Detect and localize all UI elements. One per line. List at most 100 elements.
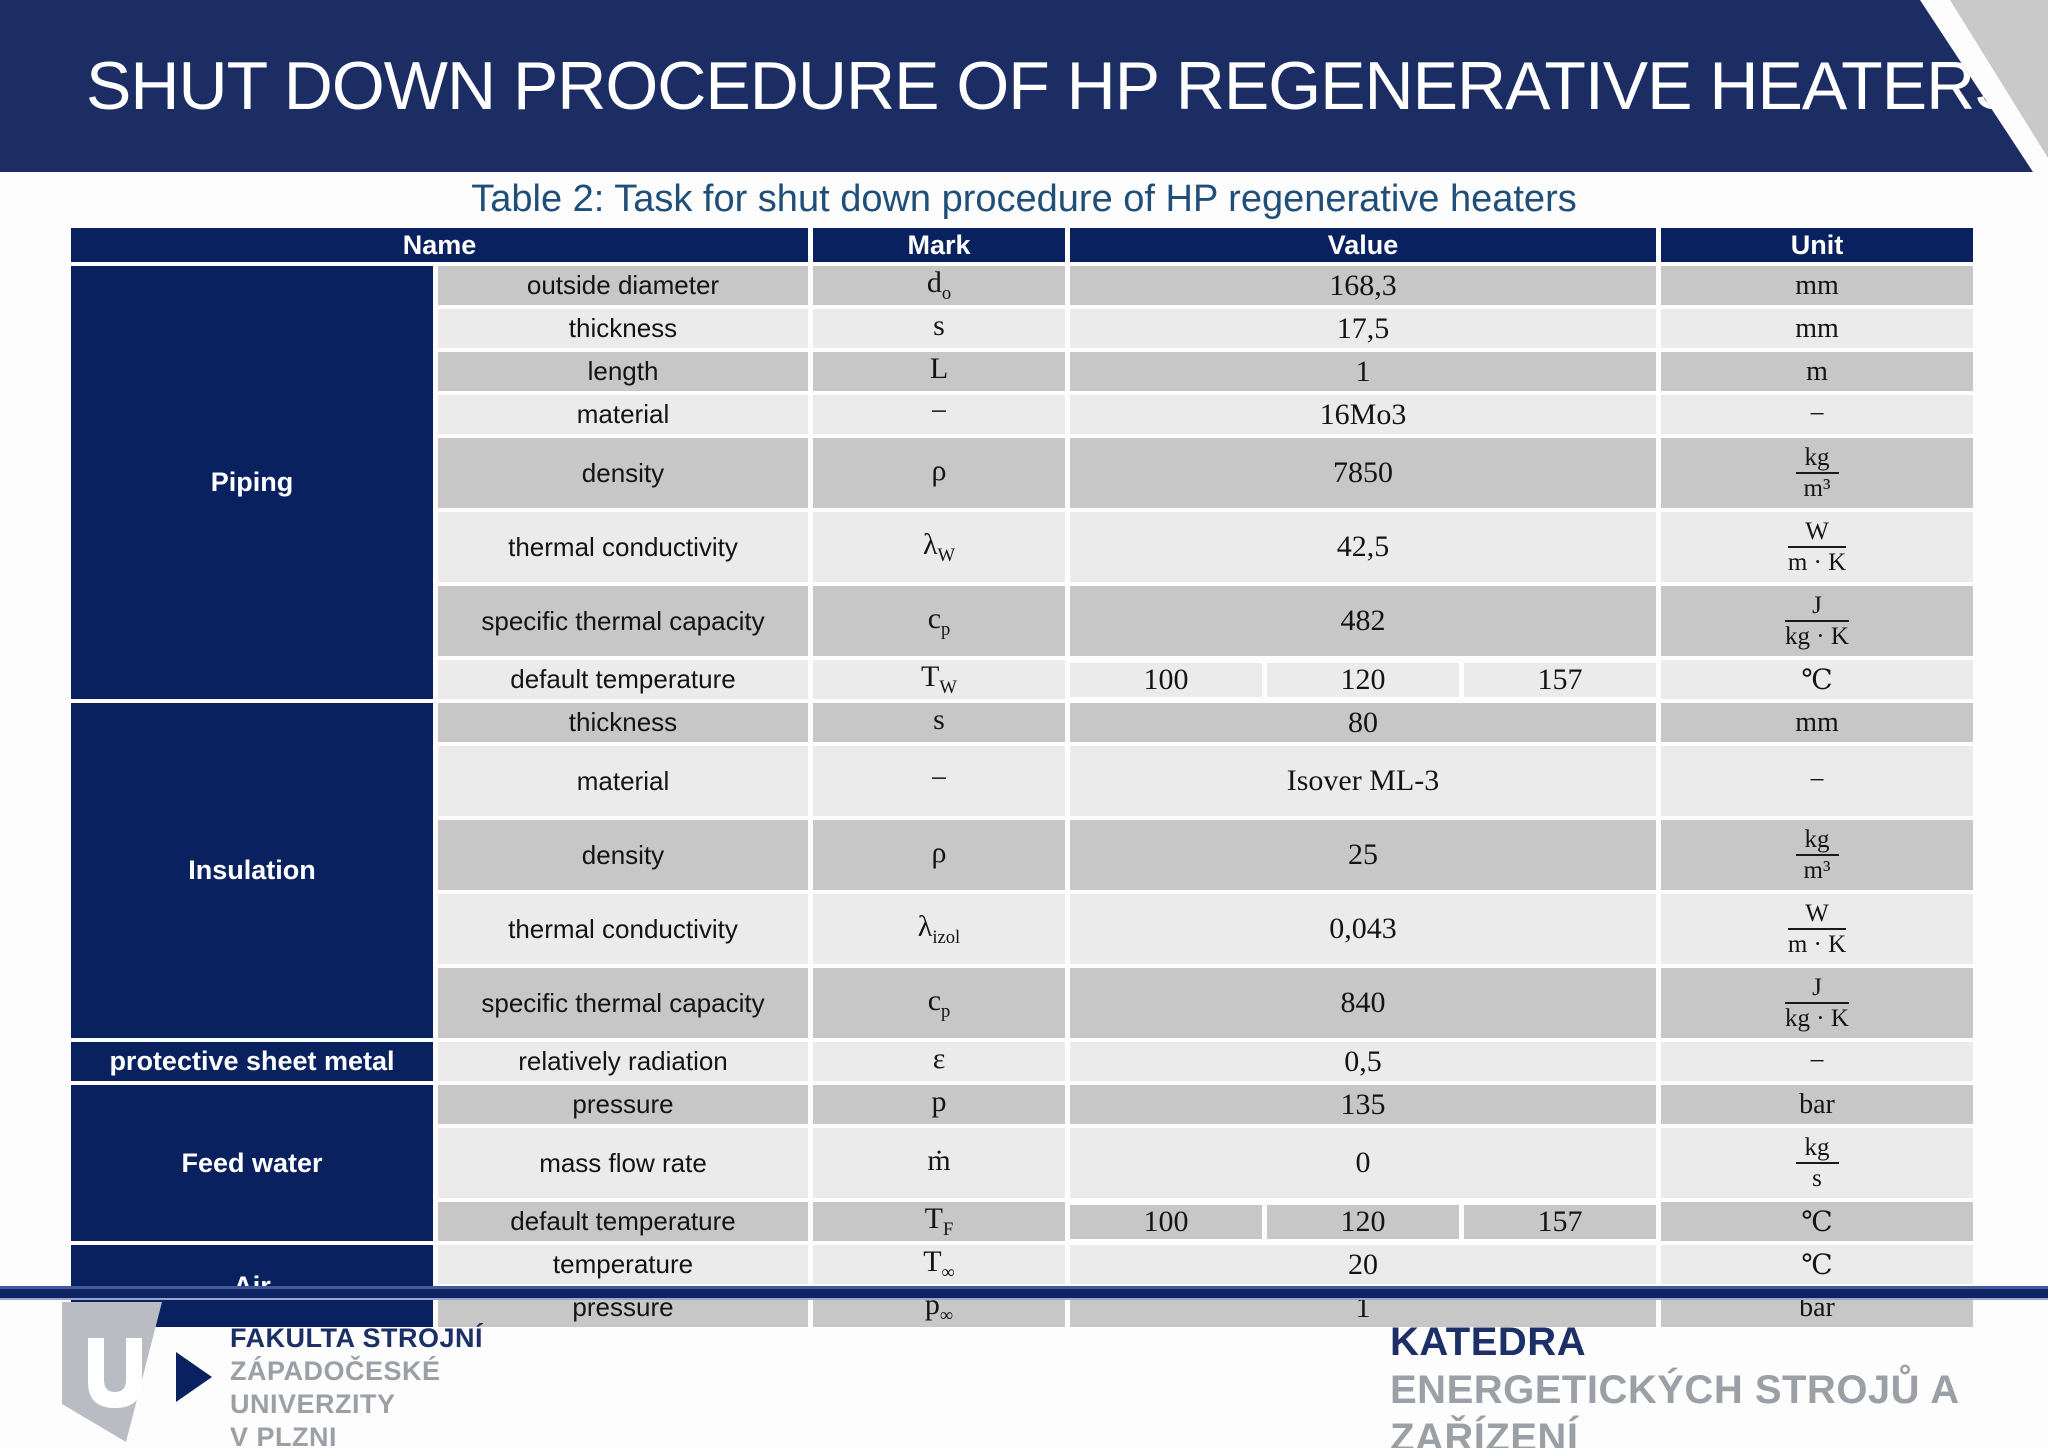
unit-cell: − xyxy=(1661,1042,1973,1081)
department-label: KATEDRA xyxy=(1390,1320,1587,1364)
mark-cell: TW xyxy=(813,660,1065,699)
param-cell: thickness xyxy=(438,703,808,742)
mark-cell: λW xyxy=(813,512,1065,582)
col-header-unit: Unit xyxy=(1661,228,1973,262)
value-cell: 0 xyxy=(1070,1128,1656,1198)
param-cell: density xyxy=(438,820,808,890)
mark-cell: cp xyxy=(813,586,1065,656)
table-row: density ρ 25 kg m³ xyxy=(71,820,1973,890)
param-cell: length xyxy=(438,352,808,391)
footer: FAKULTA STROJNÍ ZÁPADOČESKÉ UNIVERZITY V… xyxy=(0,1300,2048,1448)
param-cell: mass flow rate xyxy=(438,1128,808,1198)
value-cell: 80 xyxy=(1070,703,1656,742)
logo-arrow-icon xyxy=(176,1352,212,1402)
value-cell: 168,3 xyxy=(1070,266,1656,305)
unit-cell: m xyxy=(1661,352,1973,391)
param-cell: thermal conductivity xyxy=(438,894,808,964)
param-cell: density xyxy=(438,438,808,508)
university-line: ZÁPADOČESKÉ xyxy=(230,1356,441,1386)
mark-cell: ρ xyxy=(813,438,1065,508)
col-header-mark: Mark xyxy=(813,228,1065,262)
unit-cell: mm xyxy=(1661,309,1973,348)
col-header-value: Value xyxy=(1070,228,1656,262)
unit-cell: mm xyxy=(1661,703,1973,742)
value-cell: 7850 xyxy=(1070,438,1656,508)
value-cell-split: 100 120 157 xyxy=(1070,660,1656,699)
param-cell: default temperature xyxy=(438,660,808,699)
value-subcell: 157 xyxy=(1464,1204,1656,1239)
mark-cell: − xyxy=(813,395,1065,434)
unit-cell: ℃ xyxy=(1661,1245,1973,1284)
table-row: material − Isover ML-3 − xyxy=(71,746,1973,816)
mark-cell: − xyxy=(813,746,1065,816)
param-cell: material xyxy=(438,395,808,434)
table-row: density ρ 7850 kg m³ xyxy=(71,438,1973,508)
value-cell: Isover ML-3 xyxy=(1070,746,1656,816)
param-cell: specific thermal capacity xyxy=(438,968,808,1038)
param-cell: thermal conductivity xyxy=(438,512,808,582)
param-cell: default temperature xyxy=(438,1202,808,1241)
mark-cell: L xyxy=(813,352,1065,391)
mark-cell: ρ xyxy=(813,820,1065,890)
unit-cell: bar xyxy=(1661,1085,1973,1124)
table-caption: Table 2: Task for shut down procedure of… xyxy=(471,178,1577,220)
mark-cell: cp xyxy=(813,968,1065,1038)
department-block: KATEDRA ENERGETICKÝCH STROJŮ A ZAŘÍZENÍ xyxy=(1390,1318,2048,1448)
table-row: mass flow rate ṁ 0 kg s xyxy=(71,1128,1973,1198)
param-cell: outside diameter xyxy=(438,266,808,305)
faculty-block: FAKULTA STROJNÍ ZÁPADOČESKÉ UNIVERZITY V… xyxy=(230,1322,483,1448)
mark-cell: do xyxy=(813,266,1065,305)
mark-cell: ε xyxy=(813,1042,1065,1081)
table-row: length L 1 m xyxy=(71,352,1973,391)
value-subcell: 100 xyxy=(1070,662,1262,697)
value-cell: 20 xyxy=(1070,1245,1656,1284)
group-cell-feed-water: Feed water xyxy=(71,1085,433,1241)
unit-cell: − xyxy=(1661,746,1973,816)
param-cell: material xyxy=(438,746,808,816)
value-cell: 17,5 xyxy=(1070,309,1656,348)
value-subcell: 157 xyxy=(1464,662,1656,697)
table-row: thickness s 17,5 mm xyxy=(71,309,1973,348)
table-row: Air temperature T∞ 20 ℃ xyxy=(71,1245,1973,1327)
mark-cell: p xyxy=(813,1085,1065,1124)
table-header-row: Name Mark Value Unit xyxy=(71,228,1973,262)
value-cell: 0,043 xyxy=(1070,894,1656,964)
param-cell: specific thermal capacity xyxy=(438,586,808,656)
parameters-table: Name Mark Value Unit Piping outside diam… xyxy=(66,224,1978,1331)
unit-cell: − xyxy=(1661,395,1973,434)
mark-cell: T∞ xyxy=(813,1245,1065,1284)
value-subcell: 120 xyxy=(1267,1204,1459,1239)
table-row: default temperature TW 100 120 157 ℃ xyxy=(71,660,1973,699)
value-cell: 16Mo3 xyxy=(1070,395,1656,434)
table-row: material − 16Mo3 − xyxy=(71,395,1973,434)
unit-cell: ℃ xyxy=(1661,1202,1973,1241)
group-cell-insulation: Insulation xyxy=(71,703,433,1038)
value-subcell: 120 xyxy=(1267,662,1459,697)
university-line: V PLZNI xyxy=(230,1422,338,1448)
param-cell: pressure xyxy=(438,1085,808,1124)
group-cell-piping: Piping xyxy=(71,266,433,699)
group-cell-protective-sheet-metal: protective sheet metal xyxy=(71,1042,433,1081)
unit-cell: kg m³ xyxy=(1661,820,1973,890)
param-cell: thickness xyxy=(438,309,808,348)
unit-cell: kg s xyxy=(1661,1128,1973,1198)
value-cell: 42,5 xyxy=(1070,512,1656,582)
table-row: Insulation thickness s 80 mm xyxy=(71,703,1973,1038)
header-band: SHUT DOWN PROCEDURE OF HP REGENERATIVE H… xyxy=(0,0,2033,172)
value-cell: 1 xyxy=(1070,352,1656,391)
university-logo xyxy=(62,1302,162,1442)
mark-cell: λizol xyxy=(813,894,1065,964)
unit-cell: mm xyxy=(1661,266,1973,305)
unit-cell: ℃ xyxy=(1661,660,1973,699)
value-cell: 0,5 xyxy=(1070,1042,1656,1081)
department-name: ENERGETICKÝCH STROJŮ A ZAŘÍZENÍ xyxy=(1390,1368,1959,1448)
value-cell: 482 xyxy=(1070,586,1656,656)
value-cell-split: 100 120 157 xyxy=(1070,1202,1656,1241)
